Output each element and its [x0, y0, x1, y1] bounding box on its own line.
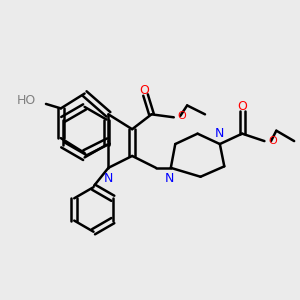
Text: N: N	[215, 127, 224, 140]
Text: O: O	[139, 84, 149, 97]
Text: N: N	[165, 172, 174, 185]
Text: O: O	[268, 136, 277, 146]
Text: O: O	[177, 111, 186, 121]
Text: HO: HO	[16, 94, 36, 107]
Text: N: N	[104, 172, 113, 185]
Text: O: O	[237, 100, 247, 113]
